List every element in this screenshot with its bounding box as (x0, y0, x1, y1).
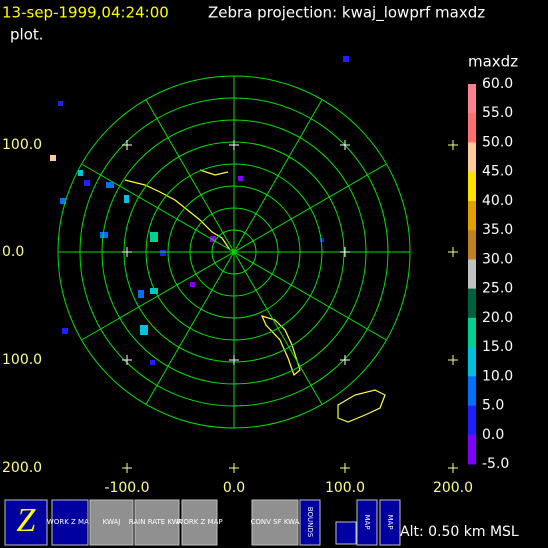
x-label: 0.0 (223, 480, 245, 496)
toolbar-button[interactable] (134, 499, 180, 546)
colorbar-swatch (468, 113, 476, 143)
button-label: WORK Z MAP (176, 518, 222, 526)
plot-title-cont: plot. (10, 26, 44, 44)
toolbar-button[interactable] (251, 499, 299, 546)
colorbar-label: 5.0 (482, 398, 504, 414)
toolbar-button[interactable] (379, 499, 401, 546)
grid-cross (122, 247, 132, 257)
colorbar-label: 10.0 (482, 368, 513, 384)
grid-cross (448, 355, 458, 365)
x-label: 100.0 (325, 480, 365, 496)
radar-plot (50, 56, 458, 473)
x-label: 200.0 (433, 480, 473, 496)
colorbar-label: 45.0 (482, 164, 513, 180)
grid-cross (229, 463, 239, 473)
colorbar-swatch (468, 84, 476, 114)
button-label: CONV SF KWA (250, 518, 299, 526)
toolbar-button[interactable] (89, 499, 134, 546)
colorbar-swatch (468, 230, 476, 260)
button-label: MAP (386, 514, 394, 529)
toolbar-button[interactable] (51, 499, 89, 546)
button-label: KWAJ (103, 518, 121, 526)
colorbar-label: 25.0 (482, 281, 513, 297)
colorbar-label: 30.0 (482, 251, 513, 267)
toolbar-button[interactable] (299, 499, 321, 546)
button-label: WORK Z MAP (47, 518, 93, 526)
colorbar-label: 0.0 (482, 427, 504, 443)
button-label: RAIN RATE KWAJ (129, 518, 185, 526)
toolbar-button[interactable] (181, 499, 218, 546)
toolbar-button[interactable] (356, 499, 378, 546)
altitude-status: Alt: 0.50 km MSL (400, 524, 519, 540)
colorbar-label: 50.0 (482, 134, 513, 150)
y-label: 200.0 (2, 460, 42, 476)
y-label: 100.0 (2, 137, 42, 153)
grid-cross (229, 355, 239, 365)
grid-cross (448, 140, 458, 150)
colorbar-title: maxdz (468, 53, 518, 71)
colorbar-label: 35.0 (482, 222, 513, 238)
grid-cross (340, 355, 350, 365)
colorbar-swatch (468, 347, 476, 377)
echoes (50, 56, 349, 365)
colorbar-label: 40.0 (482, 193, 513, 209)
grid-cross (229, 140, 239, 150)
colorbar-swatch (468, 376, 476, 407)
colorbar-label: 15.0 (482, 339, 513, 355)
grid-cross (340, 247, 350, 257)
colorbar-swatch (468, 288, 476, 319)
coastline (124, 169, 386, 423)
colorbar-swatch (468, 200, 476, 231)
grid-button[interactable] (335, 521, 357, 545)
colorbar-label: -5.0 (482, 456, 509, 472)
grid-cross (448, 247, 458, 257)
y-label: 0.0 (2, 244, 24, 260)
colorbar-swatch (468, 317, 476, 348)
grid-cross (122, 463, 132, 473)
colorbar-swatch (468, 259, 476, 290)
button-label: MAP (363, 514, 371, 529)
time-stamp: 13-sep-1999,04:24:00 (2, 4, 169, 22)
plot-title: Zebra projection: kwaj_lowprf maxdz (208, 4, 485, 23)
grid-cross (340, 140, 350, 150)
colorbar-swatch (468, 434, 476, 465)
colorbar-swatch (468, 171, 476, 202)
grid-cross (122, 140, 132, 150)
grid-cross (340, 463, 350, 473)
colorbar-swatch (468, 405, 476, 436)
zebra-logo[interactable] (4, 499, 48, 546)
grid-cross (122, 355, 132, 365)
grid-cross (448, 463, 458, 473)
colorbar-label: 55.0 (482, 105, 513, 121)
y-label: 100.0 (2, 352, 42, 368)
x-label: -100.0 (104, 480, 149, 496)
logo-letter: Z (17, 502, 37, 539)
azimuth-spoke (81, 163, 387, 341)
button-label: BOUNDS (306, 507, 314, 538)
colorbar-label: 20.0 (482, 310, 513, 326)
colorbar: maxdz 60.0 55.0 50.0 45.0 40.0 35.0 30.0 25.0 20… (468, 53, 518, 472)
colorbar-swatch (468, 142, 476, 173)
colorbar-label: 60.0 (482, 76, 513, 92)
